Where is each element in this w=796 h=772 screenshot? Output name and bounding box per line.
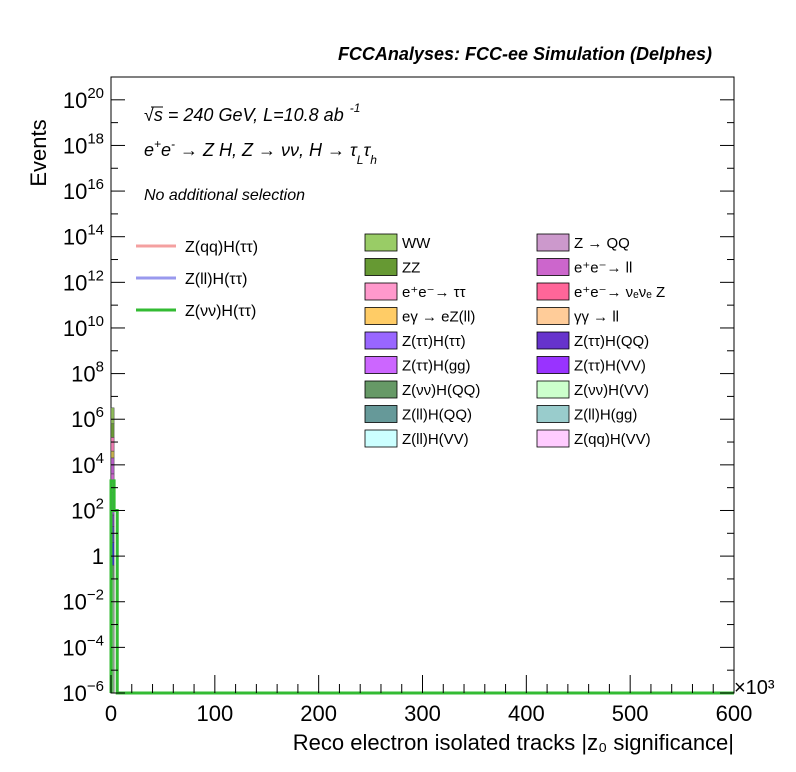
legend-box-label: Z(ττ)H(gg) — [402, 358, 471, 375]
legend-box-swatch — [364, 233, 398, 252]
y-tick-label: 10−6 — [62, 678, 104, 706]
y-tick-label: 106 — [71, 404, 104, 432]
legend-box-swatch — [536, 282, 570, 301]
chart-title: FCCAnalyses: FCC-ee Simulation (Delphes) — [338, 44, 712, 64]
legend-box-label: Z(ττ)H(QQ) — [574, 333, 649, 350]
legend-box-label: Z(ll)H(VV) — [402, 431, 469, 448]
y-tick-label: 10−2 — [62, 587, 104, 615]
y-tick-label: 10−4 — [62, 632, 104, 660]
energy-lumi-label: √s = 240 GeV, L=10.8 ab -1 — [144, 101, 360, 125]
x-tick-label: 0 — [105, 701, 117, 726]
y-tick-label: 1010 — [63, 313, 104, 341]
legend-box-label: WW — [402, 235, 431, 252]
process-label: e+e- → Z H, Z → νν, H → τLτh — [144, 137, 377, 167]
legend-box-swatch — [536, 331, 570, 350]
legend-line-label: Z(ll)H(ττ) — [185, 271, 247, 288]
legend-box-swatch — [536, 307, 570, 325]
legend-box-label: ZZ — [402, 260, 420, 277]
legend-signals: Z(qq)H(ττ) Z(ll)H(ττ) Z(νν)H(ττ) — [136, 239, 258, 320]
y-tick-label: 104 — [71, 450, 104, 478]
legend-box-swatch — [364, 405, 398, 423]
legend-box-swatch — [536, 356, 570, 374]
stack-segment-0 — [110, 407, 115, 425]
legend-box-label: Z(νν)H(QQ) — [402, 382, 480, 399]
y-tick-label: 1016 — [63, 176, 104, 204]
signal-layer — [109, 479, 734, 695]
legend-box-swatch — [536, 405, 570, 423]
legend-box-label: e⁺e⁻→ ττ — [402, 284, 466, 301]
signal-line-2 — [109, 479, 734, 695]
x-tick-label: 100 — [196, 701, 233, 726]
legend-line-label: Z(νν)H(ττ) — [185, 303, 256, 320]
selection-label: No additional selection — [144, 187, 305, 204]
legend-box-label: Z(νν)H(VV) — [574, 382, 649, 399]
legend-box-swatch — [364, 429, 398, 448]
legend-box-swatch — [364, 356, 398, 374]
legend-box-label: Z(qq)H(VV) — [574, 431, 651, 448]
legend-box-swatch — [536, 429, 570, 448]
y-tick-label: 108 — [71, 359, 104, 387]
y-tick-label: 1 — [92, 544, 104, 569]
legend-box-label: eγ → eZ(ll) — [402, 309, 475, 326]
x-tick-label: 200 — [300, 701, 337, 726]
legend-box-swatch — [536, 233, 570, 252]
legend-box-swatch — [536, 380, 570, 399]
stack-segment-3 — [110, 450, 115, 459]
y-tick-label: 1012 — [63, 267, 104, 295]
x-tick-label: 300 — [404, 701, 441, 726]
legend-box-swatch — [364, 331, 398, 350]
legend-box-swatch — [364, 258, 398, 276]
legend-box-swatch — [364, 380, 398, 399]
y-tick-label: 1014 — [63, 222, 104, 250]
legend-line-label: Z(qq)H(ττ) — [185, 239, 258, 256]
x-tick-label: 400 — [508, 701, 545, 726]
y-tick-label: 102 — [71, 495, 104, 523]
y-axis-label: Events — [26, 119, 51, 186]
legend-box-label: e⁺e⁻→ νₑνₑ Z — [574, 284, 665, 301]
x-ticks: 0 100 200 300 400 500 600 — [105, 675, 752, 726]
stack-segment-1 — [110, 423, 115, 438]
legend-box-swatch — [364, 307, 398, 325]
legend-box-swatch — [536, 258, 570, 276]
stack-segment-4 — [110, 457, 115, 475]
legend-backgrounds: WW Z → QQ ZZ e⁺e⁻→ ll e⁺e⁻→ ττ e⁺e⁻→ νₑνₑ Z eγ… — [364, 233, 665, 448]
legend-box-label: Z(ll)H(QQ) — [402, 407, 472, 424]
legend-box-label: Z(ττ)H(VV) — [574, 358, 646, 375]
stack-layer — [110, 407, 115, 694]
y-tick-label: 1020 — [63, 85, 104, 113]
x-axis-label: Reco electron isolated tracks |z₀ signif… — [293, 730, 734, 755]
y-tick-label: 1018 — [63, 130, 104, 158]
x-tick-label: 500 — [612, 701, 649, 726]
legend-box-label: Z → QQ — [574, 235, 630, 252]
legend-box-label: Z(ττ)H(ττ) — [402, 333, 466, 350]
legend-box-label: γγ → ll — [574, 309, 619, 326]
legend-box-label: e⁺e⁻→ ll — [574, 260, 632, 277]
x-tick-label: 600 — [716, 701, 753, 726]
stack-segment-2 — [110, 437, 115, 452]
legend-box-label: Z(ll)H(gg) — [574, 407, 637, 424]
y-ticks: 10−6 10−4 10−2 1 102 104 106 108 1010 1012 1014 101… — [62, 76, 734, 706]
legend-box-swatch — [364, 282, 398, 301]
x-axis-multiplier: ×10³ — [734, 677, 775, 699]
